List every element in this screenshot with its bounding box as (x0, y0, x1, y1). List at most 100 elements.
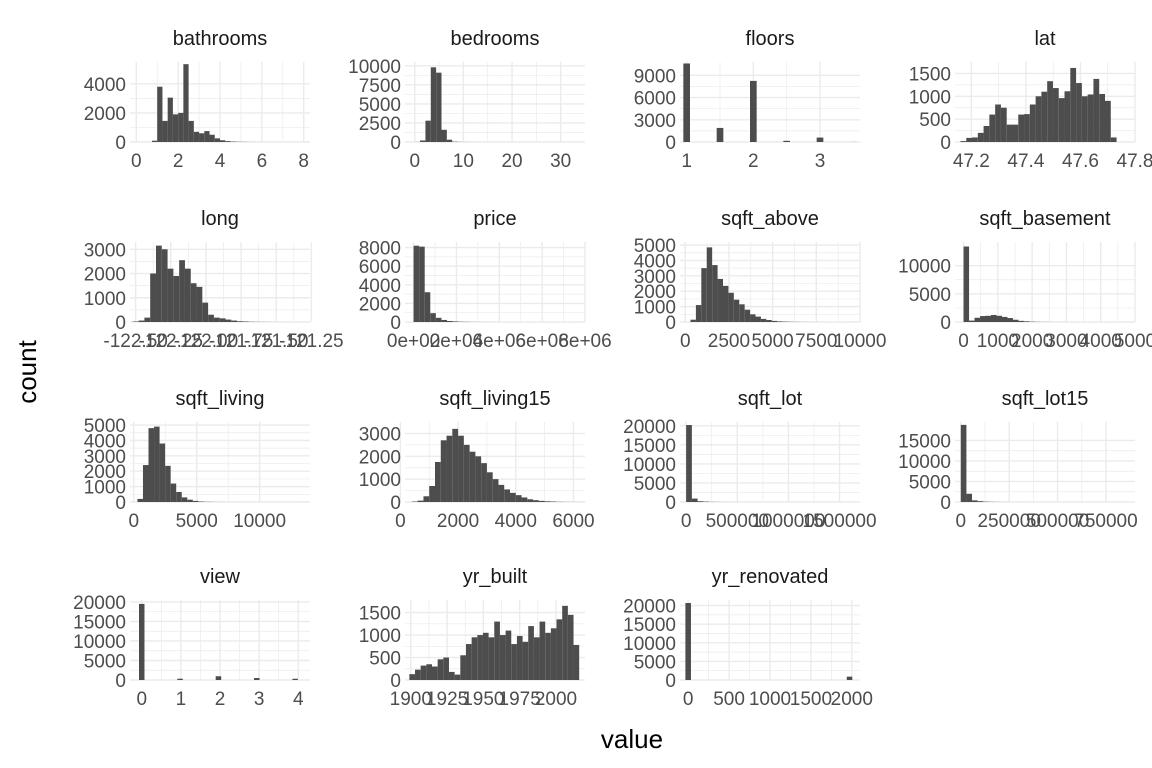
histogram-bar (292, 678, 298, 680)
x-tick-label: 500000 (706, 511, 769, 532)
histogram-bar (204, 131, 210, 142)
y-tick-label: 0 (940, 313, 951, 334)
histogram-bar (469, 451, 476, 502)
facet-strip-label: sqft_basement (979, 208, 1111, 230)
y-tick-label: 3000 (634, 267, 676, 288)
histogram-bar (539, 621, 546, 680)
histogram-bar (695, 305, 702, 322)
histogram-bar (1070, 67, 1077, 142)
histogram-bar (172, 114, 179, 142)
x-tick-label: 2 (173, 151, 184, 172)
histogram-bar (139, 603, 145, 680)
y-tick-label: 4000 (359, 276, 401, 297)
histogram-bar (744, 309, 751, 322)
x-tick-label: 2 (748, 151, 759, 172)
y-tick-label: 2000 (634, 282, 676, 303)
x-tick-label: 7500 (795, 331, 837, 352)
histogram-bar (777, 321, 783, 322)
histogram-bar (1041, 91, 1048, 142)
histogram-bar (138, 320, 145, 322)
histogram-bar (475, 456, 482, 502)
x-tick-label: 0 (395, 511, 406, 532)
y-tick-label: 8000 (359, 239, 401, 260)
histogram-bar (1099, 94, 1105, 142)
y-tick-label: 0 (390, 133, 401, 154)
x-tick-label: 0 (681, 511, 692, 532)
histogram-bar (1064, 91, 1071, 142)
facet-strip-label: sqft_living (176, 388, 265, 410)
histogram-bar (423, 496, 430, 502)
histogram-bar (722, 285, 729, 322)
histogram-bar (1006, 124, 1013, 142)
histogram-bar (161, 249, 168, 322)
y-tick-label: 3000 (634, 111, 676, 132)
x-tick-label: 0 (958, 331, 969, 352)
y-tick-label: 0 (665, 133, 676, 154)
x-tick-label: 1500000 (803, 511, 877, 532)
histogram-bar (170, 483, 177, 502)
y-tick-label: 0 (115, 493, 126, 514)
histogram-bar (750, 80, 757, 142)
histogram-bar (192, 500, 199, 502)
histogram-bar (717, 278, 723, 322)
facet-strip-label: long (201, 208, 239, 230)
facet-strip-label: sqft_lot15 (1002, 388, 1089, 410)
histogram-bar (425, 120, 431, 142)
y-tick-label: 0 (665, 313, 676, 334)
x-tick-label: 3 (815, 151, 826, 172)
histogram-bar (527, 499, 534, 502)
histogram-bar (567, 614, 574, 680)
histogram-bar (176, 492, 182, 502)
facet-strip-label: yr_renovated (712, 566, 829, 588)
histogram-bar (437, 659, 444, 680)
histogram-bar (974, 317, 981, 322)
histogram-bar (219, 318, 226, 322)
histogram-bar (985, 315, 991, 322)
x-tick-label: 6e+06 (515, 331, 568, 352)
histogram-bar (1023, 321, 1030, 322)
y-tick-label: 500 (919, 110, 951, 131)
histogram-bar (188, 120, 194, 142)
histogram-bar (511, 644, 517, 680)
x-tick-label: 0 (409, 151, 420, 172)
histogram-bar (420, 665, 427, 680)
histogram-bar (435, 462, 441, 502)
histogram-bar (1093, 78, 1100, 142)
x-tick-label: 47.2 (953, 151, 990, 172)
x-tick-label: 1000 (977, 331, 1019, 352)
y-tick-label: 5000 (359, 95, 401, 116)
histogram-bar (181, 497, 188, 502)
histogram-bar (150, 273, 156, 322)
histogram-bar (1081, 96, 1088, 142)
histogram-bar (196, 286, 203, 322)
x-tick-label: 2000 (437, 511, 479, 532)
histogram-bar (816, 137, 824, 142)
y-tick-label: 2000 (359, 294, 401, 315)
histogram-bar (960, 424, 967, 502)
x-tick-label: 1000000 (751, 511, 825, 532)
histogram-bar (690, 319, 696, 322)
histogram-bar (165, 465, 171, 502)
y-tick-label: 5000 (634, 236, 676, 257)
histogram-bar (441, 319, 447, 322)
histogram-bar (482, 632, 489, 680)
y-tick-label: 5000 (634, 652, 676, 673)
histogram-bar (989, 114, 996, 142)
histogram-bar (983, 126, 990, 142)
x-tick-label: 10000 (233, 511, 286, 532)
x-tick-label: 4000 (1080, 331, 1122, 352)
histogram-bar (1001, 316, 1008, 322)
x-tick-label: 1925 (426, 689, 468, 710)
histogram-bar (220, 140, 226, 142)
x-tick-label: 5000 (176, 511, 218, 532)
y-tick-label: 1000 (359, 626, 401, 647)
histogram-bar (225, 319, 232, 322)
histogram-bar (142, 465, 149, 502)
y-tick-label: 10000 (623, 455, 676, 476)
histogram-bar (516, 635, 523, 680)
histogram-bar (504, 489, 510, 502)
